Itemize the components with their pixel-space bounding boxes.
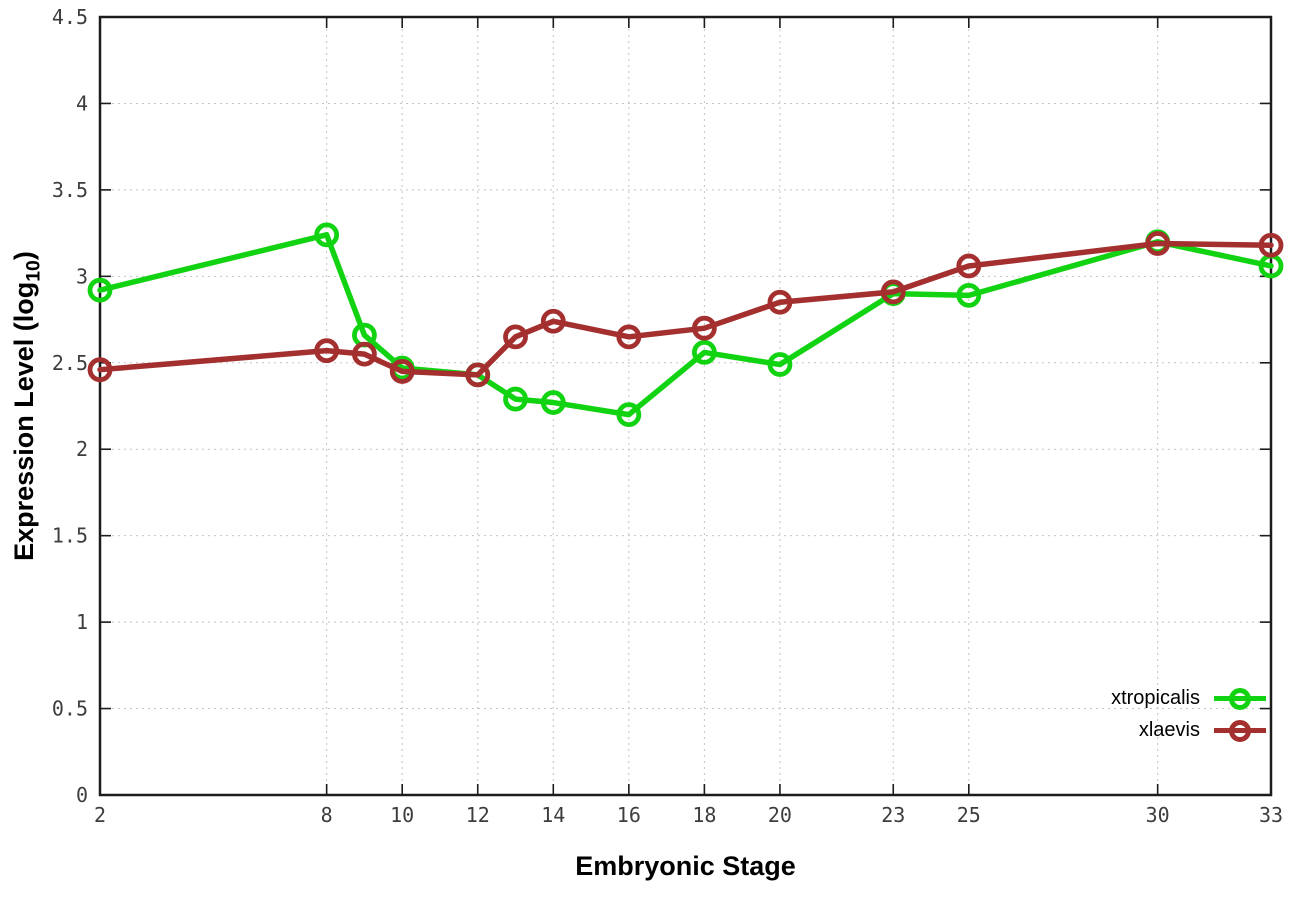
legend-item-xlaevis: xlaevis (1139, 718, 1266, 743)
y-tick-label: 0 (76, 783, 88, 807)
data-point-xlaevis (352, 341, 377, 367)
x-axis-label: Embryonic Stage (575, 851, 796, 881)
data-point-xlaevis (1258, 232, 1284, 258)
legend-circle-sample-icon (1229, 688, 1251, 710)
x-tick-label: 2 (94, 803, 106, 827)
data-point-xlaevis (314, 338, 340, 364)
x-tick-label: 10 (390, 803, 414, 827)
legend-label-xlaevis: xlaevis (1138, 719, 1200, 741)
y-axis-label-text: Expression Level (log (9, 281, 39, 561)
y-tick-label: 3 (76, 264, 88, 288)
y-axis-label-subscript: 10 (22, 260, 45, 282)
data-point-xlaevis (87, 357, 113, 383)
data-point-xlaevis (503, 324, 528, 350)
x-tick-label: 23 (881, 803, 905, 827)
y-tick-label: 0.5 (52, 697, 88, 721)
data-point-xlaevis (389, 359, 415, 384)
x-tick-label: 14 (541, 803, 565, 827)
data-point-xtropicalis (314, 222, 340, 248)
data-point-xtropicalis (540, 390, 566, 415)
legend-label-xtropicalis: xtropicalis (1111, 687, 1200, 709)
x-tick-label: 20 (768, 803, 792, 827)
data-point-xtropicalis (767, 352, 793, 377)
data-point-xtropicalis (616, 402, 642, 428)
data-point-xtropicalis (691, 340, 717, 365)
legend-marker-xtropicalis (1214, 686, 1266, 711)
data-point-xlaevis (956, 253, 982, 279)
data-point-xtropicalis (956, 282, 982, 308)
series-line-xlaevis (97, 240, 1274, 378)
y-tick-label: 1 (76, 610, 88, 634)
legend-marker-xlaevis (1214, 718, 1266, 743)
x-tick-label: 25 (957, 803, 981, 827)
legend-item-xtropicalis: xtropicalis (1111, 686, 1266, 711)
data-point-xlaevis (880, 279, 906, 305)
x-tick-label: 16 (617, 803, 641, 827)
y-tick-label: 4.5 (52, 5, 88, 29)
y-axis-label-close: ) (9, 251, 39, 261)
legend-circle-sample-icon (1229, 720, 1251, 742)
data-point-xlaevis (767, 289, 793, 315)
data-point-xlaevis (616, 324, 642, 350)
y-tick-label: 3.5 (52, 178, 88, 202)
y-tick-label: 2.5 (52, 351, 88, 375)
plot-border (98, 15, 1273, 797)
x-tick-label: 18 (692, 803, 716, 827)
data-point-xtropicalis (87, 277, 113, 303)
x-tick-label: 12 (466, 803, 490, 827)
data-point-xlaevis (540, 308, 566, 334)
y-tick-label: 1.5 (52, 524, 88, 548)
y-tick-label: 2 (76, 437, 88, 461)
data-point-xlaevis (691, 315, 717, 341)
data-point-xlaevis (465, 362, 491, 388)
series-line-xtropicalis (97, 232, 1274, 418)
y-tick-label: 4 (76, 91, 88, 115)
x-tick-label: 8 (321, 803, 333, 827)
data-point-xtropicalis (503, 386, 528, 412)
legend: xtropicalis xlaevis (1111, 686, 1266, 743)
data-point-xlaevis (1145, 231, 1171, 256)
x-tick-label: 30 (1146, 803, 1170, 827)
x-tick-label: 33 (1259, 803, 1283, 827)
y-axis-label: Expression Level (log10) (9, 126, 45, 686)
